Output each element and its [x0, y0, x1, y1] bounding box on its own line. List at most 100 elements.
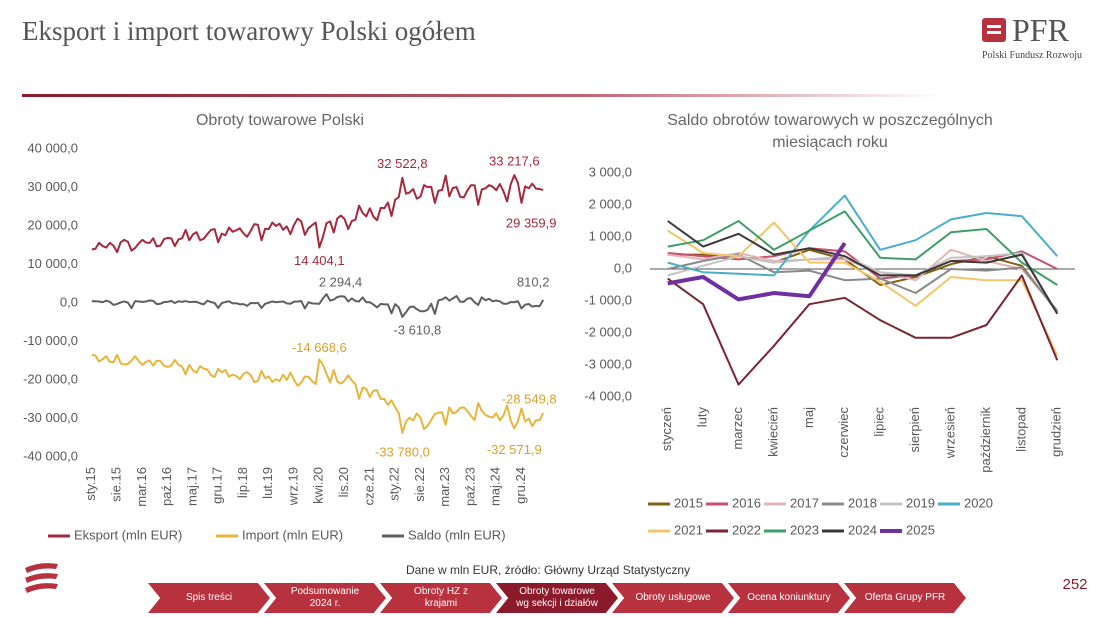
y-tick-label: -20 000,0 — [23, 371, 78, 386]
chart-title: Obroty towarowe Polski — [195, 112, 365, 129]
data-label: 32 522,8 — [377, 156, 428, 171]
logo-subtitle: Polski Fundusz Rozwoju — [982, 50, 1083, 61]
x-tick-label: listopad — [1013, 407, 1028, 452]
nav-item[interactable]: Oferta Grupy PFR — [844, 583, 966, 613]
x-tick-label: sie.15 — [109, 467, 124, 502]
nav-label: Spis treści — [185, 592, 233, 603]
nav-item[interactable]: Obroty towarowe wg sekcji i działów — [496, 583, 618, 613]
chart-title: Saldo obrotów towarowych w poszczególnyc… — [667, 112, 993, 151]
nav-label: Obroty towarowe wg sekcji i działów — [516, 586, 598, 609]
x-tick-label: marzec — [730, 407, 745, 450]
x-tick-label: sie.22 — [412, 467, 427, 502]
x-tick-label: sty.15 — [83, 467, 98, 501]
data-label: -3 610,8 — [394, 322, 442, 337]
legend-label: 2022 — [732, 522, 761, 537]
series-line — [667, 210, 1058, 286]
legend-label: Eksport (mln EUR) — [74, 527, 182, 542]
x-tick-label: lipiec — [872, 407, 887, 437]
page-number: 252 — [1062, 576, 1087, 593]
legend-label: 2016 — [732, 495, 761, 510]
data-label: 33 217,6 — [489, 154, 540, 169]
data-label: -33 780,0 — [375, 444, 430, 459]
x-tick-label: grudzień — [1049, 407, 1064, 457]
source-note: Dane w mln EUR, źródło: Główny Urząd Sta… — [406, 563, 690, 577]
legend-label: 2019 — [906, 495, 935, 510]
legend-label: 2018 — [848, 495, 877, 510]
x-tick-label: maj — [801, 407, 816, 428]
x-tick-label: maj.24 — [488, 467, 503, 506]
x-tick-label: paź.16 — [159, 467, 174, 506]
data-label: -14 668,6 — [292, 340, 347, 355]
x-tick-label: czerwiec — [836, 407, 851, 458]
nav-item[interactable]: Obroty usługowe — [612, 583, 734, 613]
nav-label: Ocena koniunktury — [747, 592, 831, 603]
y-tick-label: 0,0 — [614, 260, 632, 275]
y-tick-label: 10 000,0 — [27, 256, 78, 271]
x-tick-label: lis.20 — [336, 467, 351, 497]
y-tick-label: -10 000,0 — [23, 333, 78, 348]
nav-label: Podsumowanie 2024 r. — [290, 586, 360, 609]
y-tick-label: 2 000,0 — [589, 196, 632, 211]
nav-item[interactable]: Ocena koniunktury — [728, 583, 850, 613]
data-label: 29 359,9 — [506, 215, 557, 230]
legend-label: 2021 — [674, 522, 703, 537]
data-label: -28 549,8 — [502, 391, 557, 406]
series-line — [667, 194, 1059, 277]
y-tick-label: 3 000,0 — [589, 164, 632, 179]
series-line — [91, 293, 545, 318]
data-label: -32 571,9 — [487, 442, 542, 457]
x-tick-label: luty — [695, 407, 710, 428]
nav-item[interactable]: Spis treści — [148, 583, 270, 613]
x-tick-label: kwi.20 — [311, 467, 326, 504]
x-tick-label: gru.17 — [210, 467, 225, 504]
y-tick-label: -40 000,0 — [23, 448, 78, 463]
x-tick-label: maj.17 — [184, 467, 199, 506]
nav-item[interactable]: Podsumowanie 2024 r. — [264, 583, 386, 613]
x-tick-label: kwiecień — [765, 407, 780, 457]
y-tick-label: 20 000,0 — [27, 217, 78, 232]
y-tick-label: 1 000,0 — [589, 228, 632, 243]
slide-title: Eksport i import towarowy Polski ogółem — [22, 16, 476, 46]
x-tick-label: gru.24 — [513, 467, 528, 504]
series-line — [91, 353, 545, 435]
data-label: 14 404,1 — [294, 253, 345, 268]
y-tick-label: -3 000,0 — [584, 356, 632, 371]
logo-text: PFR — [1012, 12, 1069, 48]
legend-label: 2025 — [906, 522, 935, 537]
legend-label: 2020 — [964, 495, 993, 510]
legend-label: 2015 — [674, 495, 703, 510]
legend-label: Import (mln EUR) — [242, 527, 343, 542]
x-tick-label: wrzesień — [942, 407, 957, 459]
series-line — [667, 252, 1059, 315]
x-tick-label: styczeń — [659, 407, 674, 451]
series-line — [667, 220, 1059, 315]
series-line — [667, 221, 1059, 356]
x-tick-label: lut.19 — [260, 467, 275, 499]
y-tick-label: -30 000,0 — [23, 410, 78, 425]
x-tick-label: mar.16 — [134, 467, 149, 507]
legend-label: Saldo (mln EUR) — [408, 527, 506, 542]
y-tick-label: -4 000,0 — [584, 388, 632, 403]
nav-label: Obroty HZ z krajami — [414, 586, 468, 609]
x-tick-label: październik — [978, 407, 993, 473]
legend-label: 2017 — [790, 495, 819, 510]
y-tick-label: 40 000,0 — [27, 140, 78, 155]
y-tick-label: -1 000,0 — [584, 292, 632, 307]
nav-label: Obroty usługowe — [635, 592, 711, 603]
x-tick-label: cze.21 — [361, 467, 376, 505]
legend-label: 2023 — [790, 522, 819, 537]
nav-label: Oferta Grupy PFR — [864, 592, 946, 603]
data-label: 810,2 — [517, 274, 550, 289]
x-tick-label: sty.22 — [387, 467, 402, 501]
y-tick-label: 0,0 — [60, 294, 78, 309]
x-tick-label: sierpień — [907, 407, 922, 453]
series-line — [667, 241, 847, 302]
x-tick-label: lip.18 — [235, 467, 250, 498]
y-tick-label: 30 000,0 — [27, 179, 78, 194]
legend-label: 2024 — [848, 522, 877, 537]
nav-item[interactable]: Obroty HZ z krajami — [380, 583, 502, 613]
x-tick-label: wrz.19 — [285, 467, 300, 506]
x-tick-label: paź.23 — [462, 467, 477, 506]
